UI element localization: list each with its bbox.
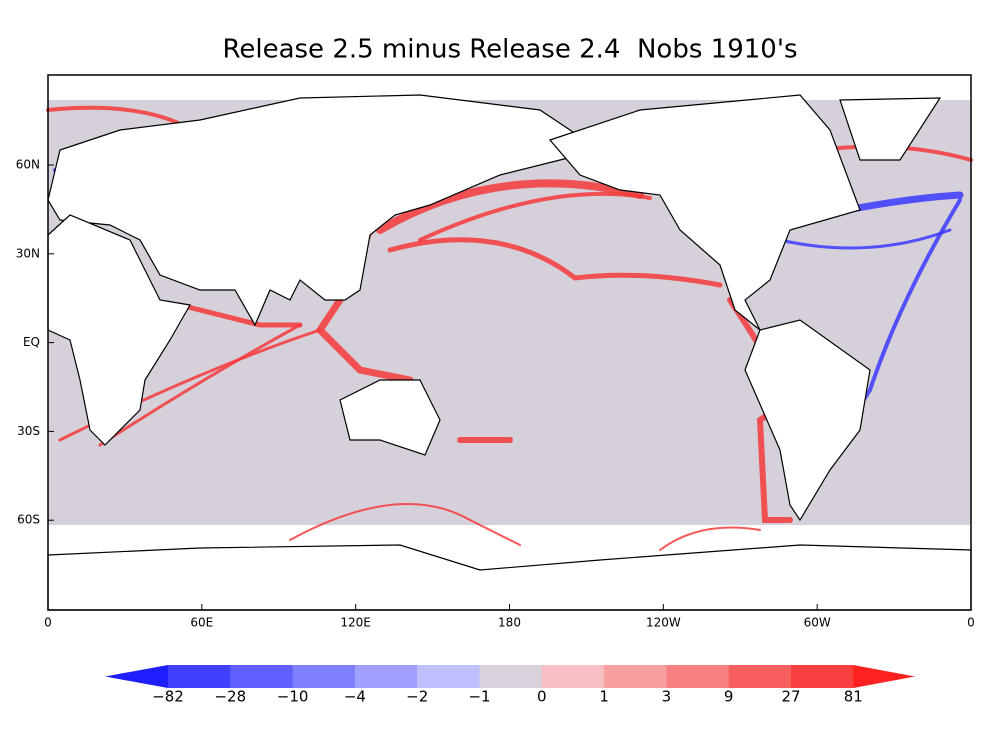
colorbar-box <box>666 665 730 688</box>
greenland <box>839 97 942 161</box>
colorbar-box <box>479 665 543 688</box>
colorbar-label: 27 <box>781 688 800 706</box>
colorbar-label: 3 <box>662 688 672 706</box>
colorbar-label: 81 <box>844 688 863 706</box>
colorbar-box <box>292 665 356 688</box>
x-tick-label: 60W <box>804 616 831 630</box>
colorbar-box <box>604 665 667 688</box>
africa <box>47 214 191 446</box>
colorbar-box <box>230 665 294 688</box>
colorbar-box <box>354 665 418 688</box>
colorbar-box <box>168 665 231 688</box>
colorbar-label: 9 <box>724 688 734 706</box>
australia <box>339 379 441 456</box>
x-tick-label: 120W <box>646 616 681 630</box>
colorbar-box <box>541 665 605 688</box>
y-tick-label: 60S <box>17 513 40 527</box>
y-tick-label: 30S <box>17 424 40 438</box>
x-tick-label: 0 <box>44 616 52 630</box>
colorbar-label: 1 <box>599 688 609 706</box>
colorbar-box <box>791 665 854 688</box>
title: Release 2.5 minus Release 2.4 Nobs 1910'… <box>222 35 797 65</box>
x-tick-label: 0 <box>967 616 975 630</box>
colorbar-arrow <box>853 665 915 688</box>
colorbar-label: −2 <box>406 688 428 706</box>
y-tick-label: EQ <box>23 335 40 349</box>
eurasia <box>47 94 602 327</box>
colorbar-label: 0 <box>537 688 547 706</box>
y-tick-label: 60N <box>16 158 40 172</box>
colorbar: −82 −28 −10 −4 −2 −1 0 1 3 9 27 81 <box>105 665 915 706</box>
colorbar-label: −28 <box>214 688 246 706</box>
x-tick-label: 180 <box>498 616 521 630</box>
colorbar-box <box>728 665 792 688</box>
colorbar-label: −1 <box>468 688 490 706</box>
north-america <box>548 94 861 331</box>
colorbar-label: −10 <box>277 688 309 706</box>
colorbar-box <box>417 665 480 688</box>
map <box>46 74 973 611</box>
x-tick-label: 120E <box>340 616 371 630</box>
south-america <box>744 319 871 522</box>
colorbar-label: −82 <box>152 688 184 706</box>
colorbar-arrow <box>105 665 168 688</box>
x-tick-label: 60E <box>190 616 213 630</box>
y-tick-label: 30N <box>16 246 40 260</box>
colorbar-label: −4 <box>344 688 366 706</box>
